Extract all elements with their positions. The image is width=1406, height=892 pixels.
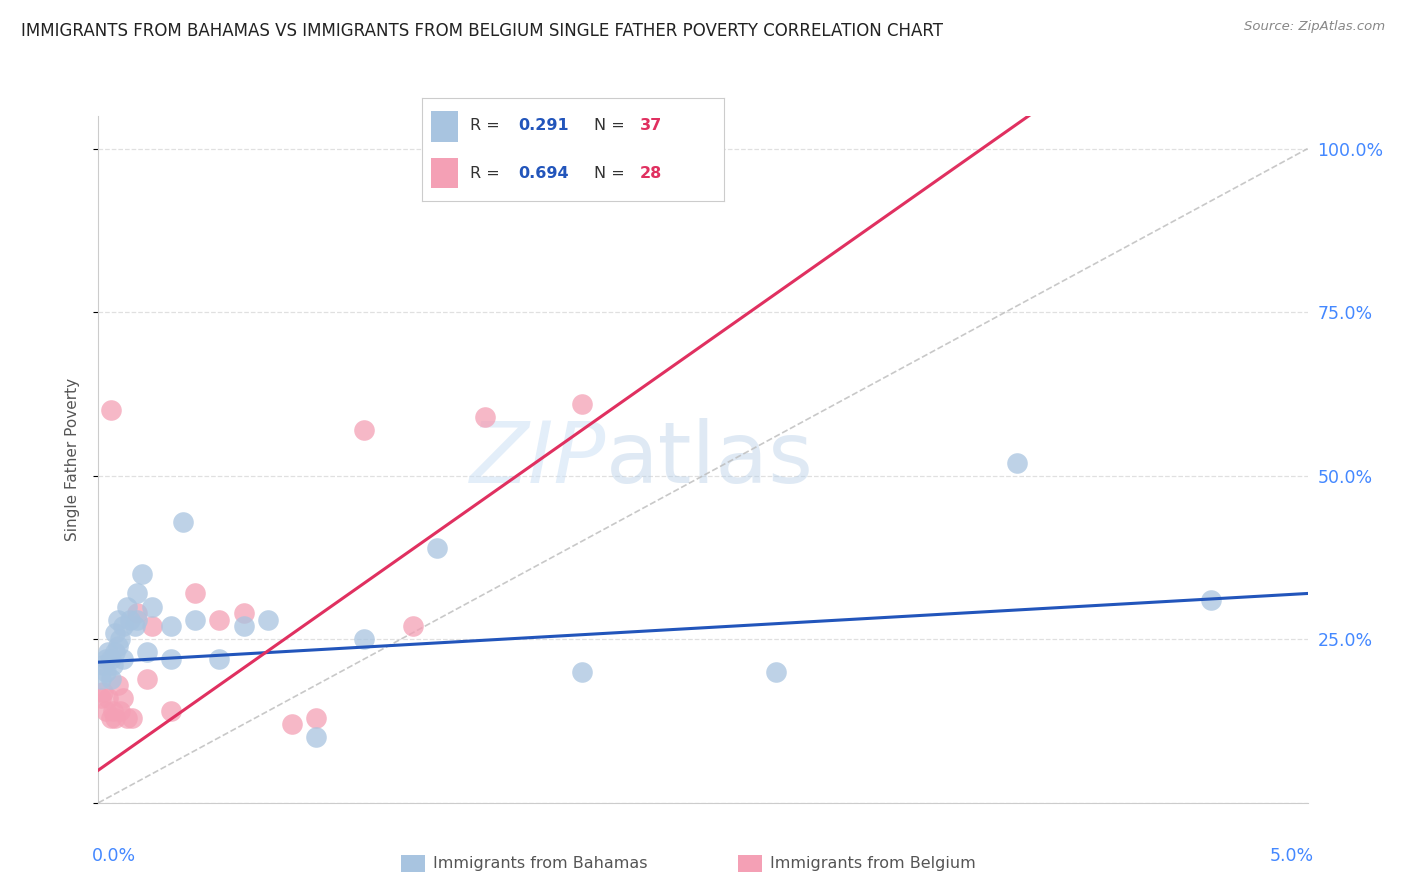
Point xyxy=(353,423,375,437)
Point xyxy=(111,691,134,706)
Text: atlas: atlas xyxy=(606,417,814,501)
Point xyxy=(305,731,328,745)
Point xyxy=(1007,456,1029,470)
Point xyxy=(107,678,129,692)
Point xyxy=(101,658,124,673)
Text: Immigrants from Belgium: Immigrants from Belgium xyxy=(770,856,976,871)
Point xyxy=(108,632,131,647)
Text: R =: R = xyxy=(470,166,505,180)
Point xyxy=(160,704,183,718)
Text: 0.0%: 0.0% xyxy=(93,847,136,865)
Point xyxy=(100,711,122,725)
Point xyxy=(1199,593,1222,607)
Point xyxy=(90,672,112,686)
Point xyxy=(97,691,120,706)
Point xyxy=(232,619,254,633)
Point xyxy=(127,606,149,620)
Point xyxy=(135,672,157,686)
Point xyxy=(353,632,375,647)
Point xyxy=(117,599,139,614)
Point xyxy=(100,652,122,666)
Point xyxy=(90,691,112,706)
Point xyxy=(104,645,127,659)
Point xyxy=(305,711,328,725)
Text: Immigrants from Bahamas: Immigrants from Bahamas xyxy=(433,856,648,871)
Text: IMMIGRANTS FROM BAHAMAS VS IMMIGRANTS FROM BELGIUM SINGLE FATHER POVERTY CORRELA: IMMIGRANTS FROM BAHAMAS VS IMMIGRANTS FR… xyxy=(21,22,943,40)
Point xyxy=(765,665,787,679)
Point xyxy=(127,586,149,600)
Point xyxy=(184,613,207,627)
Point xyxy=(402,619,425,633)
Point xyxy=(91,684,114,698)
Point xyxy=(160,619,183,633)
Point xyxy=(94,652,117,666)
Point xyxy=(256,613,278,627)
Point xyxy=(135,645,157,659)
Point xyxy=(208,613,231,627)
Point xyxy=(111,652,134,666)
Text: N =: N = xyxy=(595,119,630,133)
Point xyxy=(94,665,117,679)
Point xyxy=(94,704,117,718)
Point xyxy=(124,619,146,633)
Point xyxy=(111,619,134,633)
Text: R =: R = xyxy=(470,119,505,133)
Point xyxy=(184,586,207,600)
Point xyxy=(108,704,131,718)
Point xyxy=(97,645,120,659)
Point xyxy=(117,711,139,725)
Point xyxy=(281,717,304,731)
Point xyxy=(141,619,163,633)
Point xyxy=(127,613,149,627)
Bar xyxy=(430,112,458,142)
Point xyxy=(426,541,449,555)
Text: 5.0%: 5.0% xyxy=(1270,847,1313,865)
Text: N =: N = xyxy=(595,166,630,180)
Point xyxy=(107,613,129,627)
Point xyxy=(571,665,593,679)
Point xyxy=(104,625,127,640)
Text: Source: ZipAtlas.com: Source: ZipAtlas.com xyxy=(1244,20,1385,33)
Point xyxy=(100,672,122,686)
Point xyxy=(91,658,114,673)
Y-axis label: Single Father Poverty: Single Father Poverty xyxy=(65,378,80,541)
Text: 37: 37 xyxy=(640,119,662,133)
Point xyxy=(208,652,231,666)
Point xyxy=(474,409,496,424)
Text: ZIP: ZIP xyxy=(470,417,606,501)
Point xyxy=(141,599,163,614)
Text: 28: 28 xyxy=(640,166,662,180)
Point xyxy=(121,711,143,725)
Point xyxy=(101,704,124,718)
Point xyxy=(104,711,127,725)
Point xyxy=(160,652,183,666)
Point xyxy=(118,613,141,627)
Text: 0.291: 0.291 xyxy=(519,119,569,133)
Point xyxy=(100,403,122,417)
Point xyxy=(232,606,254,620)
Point xyxy=(131,566,153,581)
Bar xyxy=(430,158,458,188)
Point xyxy=(107,639,129,653)
Point xyxy=(571,397,593,411)
Point xyxy=(172,515,194,529)
Text: 0.694: 0.694 xyxy=(519,166,569,180)
